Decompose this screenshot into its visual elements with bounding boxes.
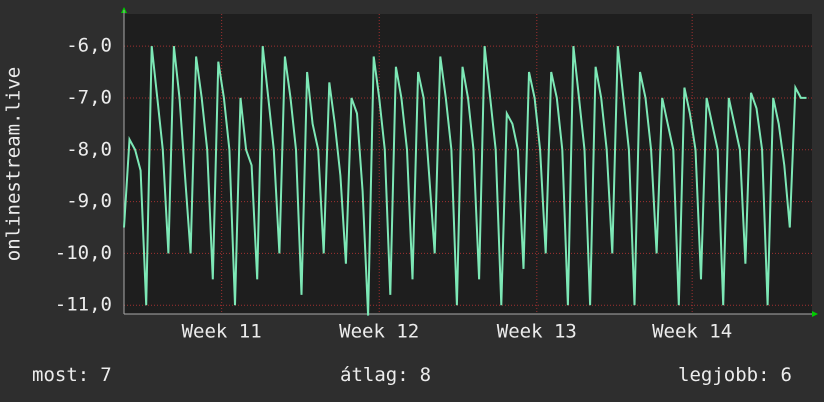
- x-tick-label: Week 11: [182, 321, 262, 343]
- x-tick-label: Week 13: [497, 321, 577, 343]
- legend-stat: legjobb: 6: [678, 364, 792, 386]
- stat-label: most:: [32, 364, 89, 386]
- stat-label: legjobb:: [678, 364, 770, 386]
- x-tick-label: Week 12: [339, 321, 419, 343]
- y-tick-label: -8,0: [66, 138, 112, 160]
- x-arrow: [812, 311, 818, 317]
- y-axis-label: onlinestream.live: [3, 67, 25, 261]
- stat-label: átlag:: [340, 364, 409, 386]
- plot-area: [124, 14, 812, 314]
- y-tick-label: -7,0: [66, 86, 112, 108]
- stat-value: 6: [781, 364, 792, 386]
- stat-value: 7: [100, 364, 111, 386]
- x-tick-label: Week 14: [652, 321, 732, 343]
- line: [123, 45, 807, 316]
- legend-stat: átlag: 8: [340, 364, 431, 386]
- y-tick-label: -11,0: [55, 294, 112, 316]
- stat-value: 8: [420, 364, 431, 386]
- y-tick-label: -9,0: [66, 190, 112, 212]
- legend-stat: most: 7: [32, 364, 112, 386]
- y-tick-label: -6,0: [66, 35, 112, 57]
- y-tick-label: -10,0: [55, 242, 112, 264]
